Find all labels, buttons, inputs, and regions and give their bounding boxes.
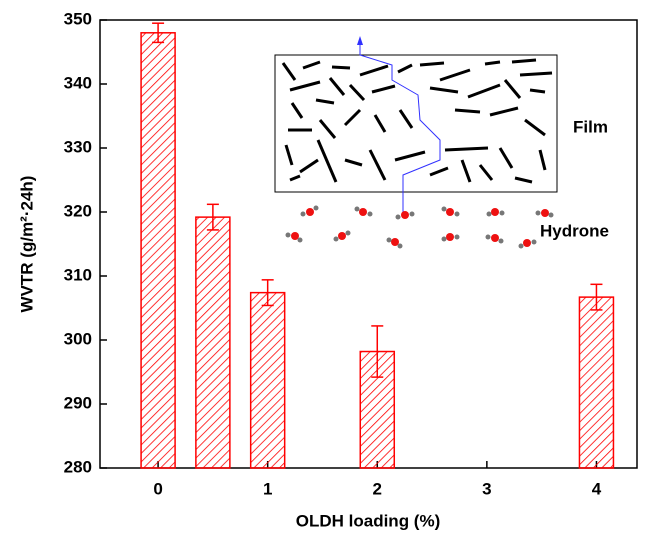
y-tick-label: 280 (64, 457, 92, 476)
x-tick-label: 4 (592, 479, 602, 498)
y-tick-label: 290 (64, 393, 92, 412)
y-axis-label: WVTR (g/m²·24h) (17, 176, 36, 313)
annotation: Hydrone (540, 221, 609, 240)
bar (140, 32, 176, 469)
y-tick-label: 340 (64, 73, 92, 92)
bar (578, 296, 615, 469)
annotation: Film (573, 117, 608, 136)
error-bar (206, 203, 219, 231)
y-tick-label: 330 (64, 137, 92, 156)
y-tick-label: 350 (64, 9, 92, 28)
error-bar (371, 325, 384, 378)
x-axis-label: OLDH loading (%) (296, 511, 440, 530)
y-tick-label: 320 (64, 201, 92, 220)
y-tick-label: 300 (64, 329, 92, 348)
error-bar (590, 283, 603, 311)
x-tick-label: 3 (482, 479, 491, 498)
inset-diagram (274, 36, 558, 218)
molecules (285, 205, 554, 249)
bar (249, 291, 286, 469)
x-tick-label: 1 (263, 479, 272, 498)
error-bar (261, 279, 274, 307)
x-tick-label: 2 (373, 479, 382, 498)
bar (195, 216, 231, 469)
error-bar (152, 22, 165, 44)
y-tick-label: 310 (64, 265, 92, 284)
x-tick-label: 0 (153, 479, 162, 498)
